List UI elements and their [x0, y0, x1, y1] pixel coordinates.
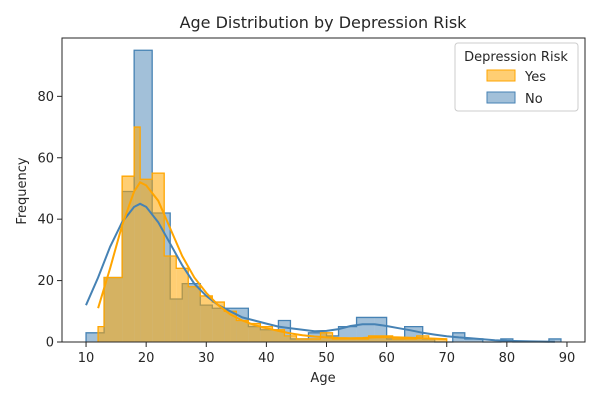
- bar-yes-11: [224, 311, 237, 342]
- x-tick-label-30: 30: [198, 351, 215, 366]
- plot-area: [85, 49, 562, 343]
- bar-yes-24: [380, 335, 393, 342]
- bar-no-29: [548, 338, 561, 342]
- y-tick-label-20: 20: [37, 274, 54, 289]
- x-tick-label-40: 40: [258, 351, 275, 366]
- bar-yes-22: [356, 338, 369, 342]
- legend-swatch-yes: [486, 69, 516, 82]
- bar-yes-10: [212, 302, 225, 342]
- bar-yes-6: [164, 256, 177, 342]
- y-tick-label-80: 80: [37, 90, 54, 105]
- bar-yes-2: [122, 176, 135, 342]
- axes: 10 20 30 40 50 60 70 80 90 0 20 40 60 80: [37, 37, 586, 366]
- bar-yes-23: [368, 335, 381, 342]
- bar-no-24: [464, 338, 483, 342]
- bar-yes-8: [188, 286, 201, 342]
- plot-frame: [61, 37, 586, 343]
- kde-line-no: [85, 202, 555, 343]
- bar-yes-0: [98, 326, 105, 342]
- legend-label-yes: Yes: [524, 70, 546, 85]
- x-tick-label-60: 60: [378, 351, 395, 366]
- bar-yes-16: [284, 335, 297, 342]
- bar-yes-7: [176, 268, 189, 342]
- bar-yes-28: [428, 338, 447, 342]
- bar-yes-4: [140, 179, 153, 342]
- bar-yes-14: [260, 326, 273, 342]
- bar-yes-9: [200, 295, 213, 342]
- x-tick-label-70: 70: [438, 351, 455, 366]
- legend-title: Depression Risk: [464, 50, 568, 65]
- bar-yes-12: [236, 320, 249, 342]
- x-tick-label-50: 50: [318, 351, 335, 366]
- y-tick-label-40: 40: [37, 213, 54, 228]
- x-tick-label-80: 80: [499, 351, 516, 366]
- x-tick-label-20: 20: [138, 351, 155, 366]
- bar-yes-20: [332, 338, 345, 342]
- legend: Depression Risk Yes No: [454, 42, 579, 112]
- bar-yes-5: [152, 173, 165, 342]
- legend-box: [454, 42, 579, 112]
- bar-yes-25: [392, 338, 405, 342]
- y-tick-label-60: 60: [37, 151, 54, 166]
- x-tick-label-10: 10: [78, 351, 95, 366]
- bar-yes-26: [404, 338, 417, 342]
- x-axis-label: Age: [310, 371, 335, 386]
- bar-no-0: [86, 332, 105, 342]
- bar-yes-18: [308, 338, 321, 342]
- kde-line-yes: [97, 181, 447, 341]
- legend-label-no: No: [525, 92, 543, 107]
- bar-yes-15: [272, 329, 285, 342]
- legend-swatch-no: [486, 91, 516, 104]
- bar-yes-1: [104, 277, 123, 342]
- bar-yes-21: [344, 338, 357, 342]
- bar-yes-17: [296, 338, 309, 342]
- chart-title: Age Distribution by Depression Risk: [180, 13, 468, 32]
- y-axis-label: Frequency: [15, 157, 30, 224]
- y-tick-label-0: 0: [46, 336, 54, 351]
- bar-yes-13: [248, 323, 261, 342]
- x-tick-label-90: 90: [559, 351, 576, 366]
- bar-yes-3: [134, 127, 141, 342]
